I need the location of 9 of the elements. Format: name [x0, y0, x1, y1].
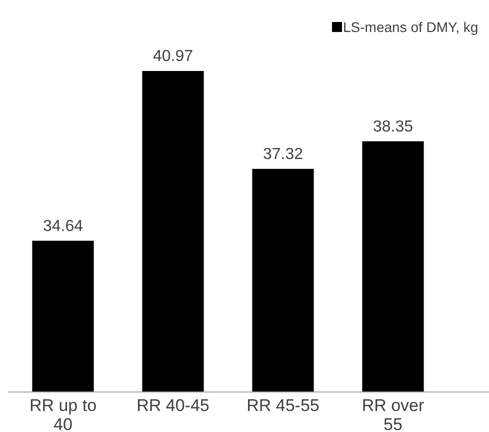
x-tick-label: RR over 55 — [362, 396, 425, 432]
data-label: 38.35 — [372, 118, 414, 136]
x-tick-label: RR 45-55 — [246, 396, 320, 415]
data-label: 40.97 — [152, 48, 194, 65]
x-tick-label: RR up to 40 — [29, 396, 97, 432]
x-tick-label: RR 40-45 — [136, 396, 210, 415]
legend-label: LS-means of DMY, kg — [343, 19, 478, 35]
data-label: 34.64 — [42, 218, 84, 235]
data-label: 37.32 — [262, 146, 304, 163]
